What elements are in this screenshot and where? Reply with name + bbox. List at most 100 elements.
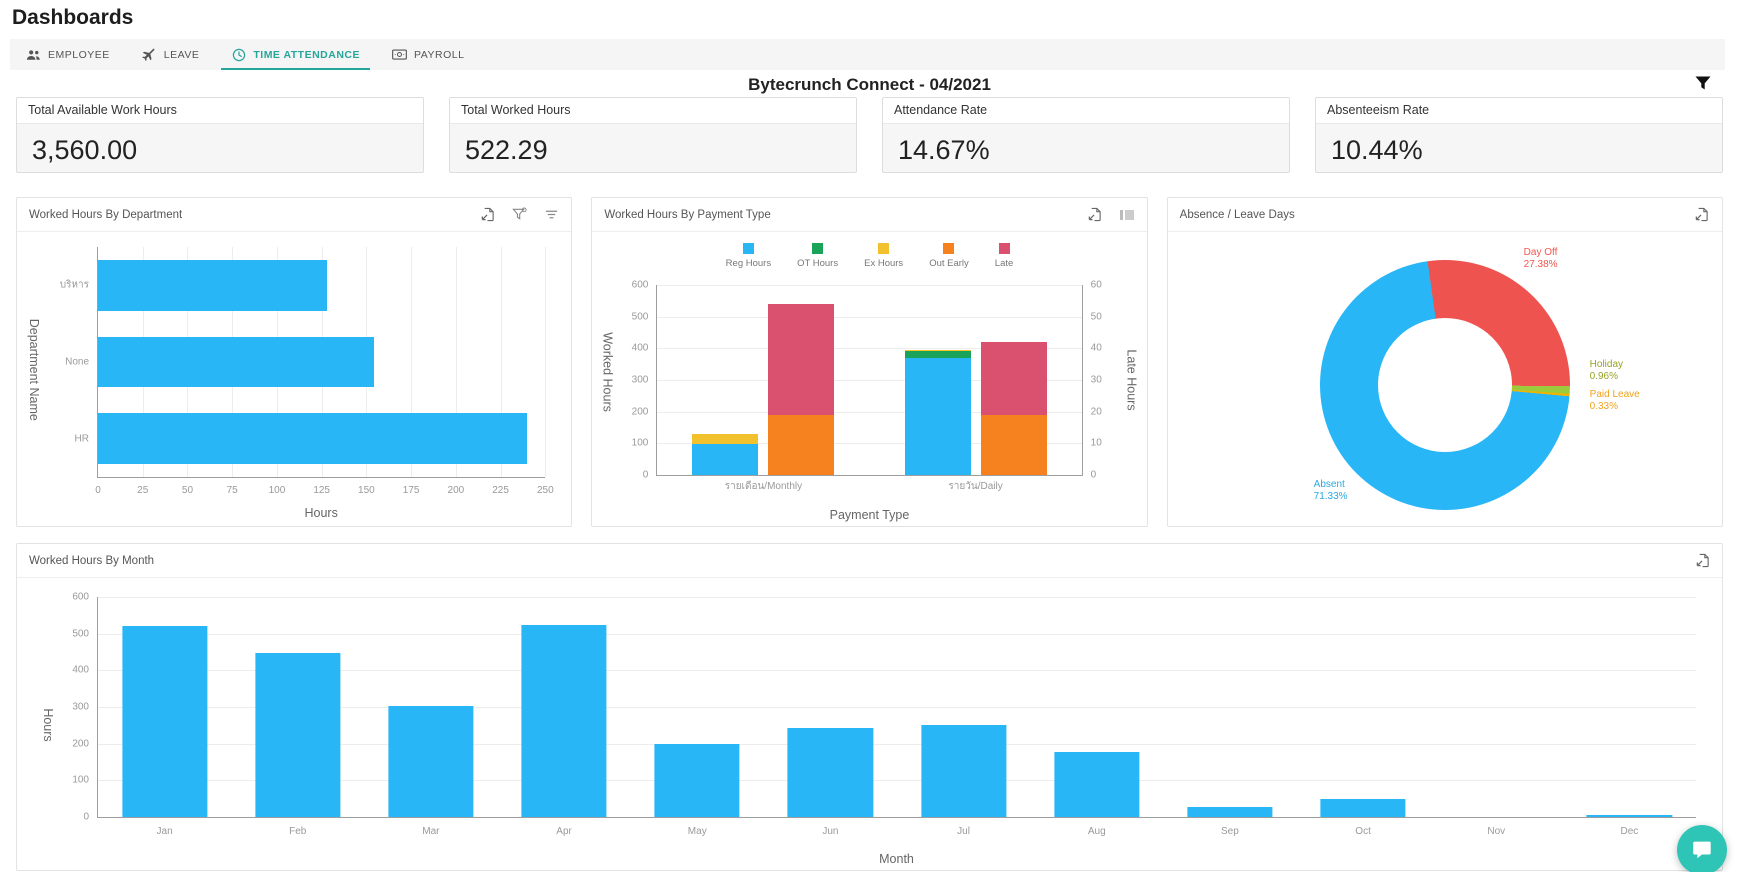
month-bar-Mar[interactable] — [388, 706, 474, 817]
plot-area: 0 100 200 300 400 500 600 Jan Feb Mar Apr May Jun Jul… — [72, 592, 1696, 837]
dept-bar-HR[interactable] — [98, 413, 528, 464]
stack-out-early[interactable] — [980, 414, 1047, 475]
plot-area: 0 25 50 75 100 125 150 175 200 225 250 บริหาร None HR — [60, 247, 554, 496]
export-icon[interactable] — [1087, 207, 1103, 223]
x-axis-title: Payment Type — [829, 508, 910, 522]
tab-employee[interactable]: EMPLOYEE — [10, 39, 126, 70]
y-tick-label: 0 — [83, 811, 89, 823]
left-axis-title: Worked Hours — [600, 331, 615, 412]
export-icon[interactable] — [1694, 553, 1710, 569]
filter-icon[interactable] — [511, 207, 527, 223]
stack-reg-hours[interactable] — [904, 357, 971, 475]
gridline — [545, 247, 547, 477]
legend-swatch — [878, 243, 890, 254]
donut[interactable] — [1319, 260, 1570, 510]
legend-item-late[interactable]: Late — [995, 243, 1013, 269]
x-category-label: Apr — [556, 826, 572, 837]
slice-label-holiday: Holiday 0.96% — [1589, 359, 1624, 382]
month-bar-Feb[interactable] — [255, 652, 341, 817]
stack-ex-hours[interactable] — [904, 349, 971, 351]
month-bar-Jul[interactable] — [920, 725, 1007, 817]
slice-label-day-off: Day Off 27.38% — [1523, 247, 1558, 270]
legend-label: Out Early — [929, 258, 969, 269]
y-category-label: บริหาร — [59, 279, 89, 291]
tab-payroll[interactable]: PAYROLL — [376, 39, 480, 70]
month-chart: 0 100 200 300 400 500 600 Jan Feb Mar Apr May Jun Jul… — [17, 579, 1722, 870]
x-category-label: Jul — [957, 826, 970, 837]
x-tick-label: 125 — [313, 485, 330, 496]
gridline — [657, 348, 1082, 350]
legend-swatch — [998, 243, 1010, 254]
month-bar-Dec[interactable] — [1586, 815, 1673, 817]
legend-item-ex-hours[interactable]: Ex Hours — [864, 243, 903, 269]
card-header: Worked Hours By Month — [17, 544, 1722, 578]
tab-leave[interactable]: LEAVE — [126, 39, 216, 70]
y-tick-label: 300 — [72, 701, 89, 713]
x-category-label: Nov — [1487, 826, 1506, 837]
gridline — [657, 411, 1082, 413]
kpi-absenteeism-rate: Absenteeism Rate 10.44% — [1315, 97, 1723, 173]
stack-ot-hours[interactable] — [904, 350, 971, 358]
chat-bubble-icon[interactable] — [1677, 825, 1727, 872]
x-category-label: Jun — [822, 826, 839, 837]
report-header: Bytecrunch Connect - 04/2021 — [0, 72, 1739, 98]
charts-row: Worked Hours By Department 0 25 50 75 100 125… — [16, 197, 1723, 527]
kpi-total-available-work-hours: Total Available Work Hours 3,560.00 — [16, 97, 424, 173]
gridline — [455, 247, 457, 477]
kpi-label: Attendance Rate — [883, 98, 1289, 124]
gridline — [98, 743, 1696, 745]
legend-toggle-icon[interactable] — [1119, 207, 1135, 223]
month-bar-Oct[interactable] — [1320, 798, 1406, 817]
export-icon[interactable] — [479, 207, 495, 223]
month-bar-Sep[interactable] — [1187, 806, 1273, 817]
x-tick-label: 150 — [358, 485, 375, 496]
legend-item-reg-hours[interactable]: Reg Hours — [726, 243, 771, 269]
legend-label: Reg Hours — [725, 258, 772, 269]
month-bar-Apr[interactable] — [521, 625, 607, 817]
dept-bar-None[interactable] — [98, 336, 374, 388]
x-tick-label: 25 — [137, 485, 149, 496]
card-worked-hours-by-payment-type: Worked Hours By Payment Type Reg Hours OT… — [591, 197, 1148, 527]
gridline — [98, 633, 1696, 635]
x-tick-label: 100 — [268, 485, 286, 496]
right-tick-label: 40 — [1090, 342, 1102, 354]
month-bar-Aug[interactable] — [1054, 751, 1140, 817]
stack-out-early[interactable] — [768, 414, 835, 475]
x-tick-label: 175 — [402, 485, 420, 496]
kpi-total-worked-hours: Total Worked Hours 522.29 — [449, 97, 857, 173]
slicer-icon[interactable] — [543, 207, 559, 223]
legend-swatch — [742, 243, 754, 254]
gridline — [657, 443, 1082, 445]
card-header: Absence / Leave Days — [1167, 198, 1722, 232]
legend-item-ot-hours[interactable]: OT Hours — [797, 243, 838, 269]
left-tick-label: 400 — [631, 342, 649, 354]
stack-reg-hours[interactable] — [692, 443, 759, 475]
funnel-icon[interactable] — [1693, 74, 1715, 96]
card-toolbar — [1694, 553, 1710, 569]
right-tick-label: 20 — [1090, 406, 1102, 418]
left-tick-label: 300 — [631, 374, 649, 386]
legend-label: Ex Hours — [864, 258, 904, 269]
kpi-value: 3,560.00 — [32, 135, 138, 165]
stack-late[interactable] — [768, 304, 835, 415]
stack-ex-hours[interactable] — [692, 433, 759, 444]
tab-time-attendance[interactable]: TIME ATTENDANCE — [215, 39, 376, 70]
month-bar-Jun[interactable] — [787, 728, 874, 817]
gridline — [657, 316, 1082, 318]
legend-item-out-early[interactable]: Out Early — [929, 243, 969, 269]
kpi-value: 14.67% — [898, 135, 990, 165]
card-toolbar — [1694, 207, 1710, 223]
x-tick-label: 225 — [492, 485, 509, 496]
card-header: Worked Hours By Department — [17, 198, 572, 232]
month-bar-Jan[interactable] — [121, 625, 208, 817]
card-worked-hours-by-month: Worked Hours By Month 0 100 200 300 400 500 60… — [16, 543, 1723, 871]
export-icon[interactable] — [1694, 207, 1710, 223]
x-category-label: Feb — [289, 826, 307, 837]
left-tick-label: 100 — [631, 437, 649, 449]
right-tick-label: 30 — [1090, 374, 1102, 386]
left-tick-label: 600 — [631, 279, 649, 291]
chart-title: Worked Hours By Department — [29, 208, 183, 221]
stack-late[interactable] — [980, 342, 1047, 415]
month-bar-May[interactable] — [654, 744, 740, 817]
dept-bar-บริหาร[interactable] — [98, 260, 328, 311]
